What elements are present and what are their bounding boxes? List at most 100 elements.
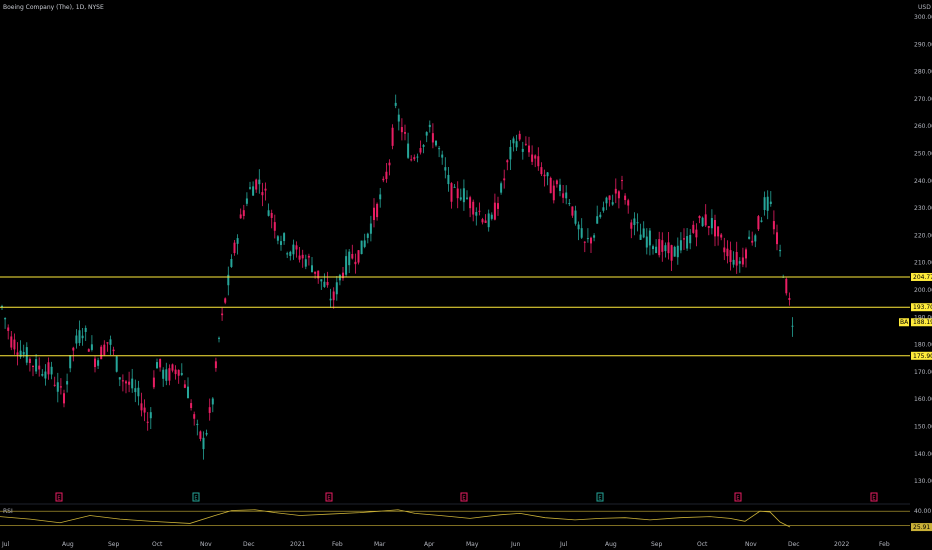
candle-body bbox=[748, 236, 751, 239]
candle-body bbox=[717, 226, 720, 237]
candle-body bbox=[7, 327, 10, 331]
candle-body bbox=[534, 155, 537, 159]
candle-body bbox=[320, 279, 323, 282]
candle-body bbox=[574, 210, 577, 224]
candle-body bbox=[785, 278, 788, 294]
candle-body bbox=[276, 236, 279, 241]
horizontal-levels[interactable]: 204.77 193.70 175.90 BA 188.19 bbox=[0, 272, 932, 360]
candle-body bbox=[252, 186, 255, 196]
candle-body bbox=[134, 388, 137, 393]
candle-body bbox=[4, 318, 7, 320]
candle-body bbox=[599, 214, 602, 218]
time-tick-label: Aug bbox=[605, 541, 617, 548]
time-tick-label: Nov bbox=[745, 541, 757, 548]
price-axis[interactable]: 300.00 290.00 280.00 270.00 260.00 250.00 240.… bbox=[914, 14, 932, 485]
candle-body bbox=[183, 384, 186, 388]
time-tick-label: Feb bbox=[332, 541, 343, 548]
candle-body bbox=[645, 236, 648, 248]
rsi-label: RSI bbox=[3, 508, 13, 515]
candle-body bbox=[292, 244, 295, 255]
candle-body bbox=[515, 141, 518, 148]
candle-body bbox=[394, 102, 397, 106]
candle-body bbox=[459, 197, 462, 200]
candle-body bbox=[503, 178, 506, 181]
candle-body bbox=[286, 253, 289, 255]
candle-body bbox=[698, 216, 701, 219]
candle-body bbox=[670, 245, 673, 261]
candle-body bbox=[639, 234, 642, 240]
earnings-marker-glyph: E bbox=[57, 496, 60, 502]
candle-body bbox=[289, 251, 292, 256]
candle-body bbox=[295, 245, 298, 250]
candle-body bbox=[255, 179, 258, 190]
candle-body bbox=[419, 148, 422, 153]
candle-body bbox=[769, 201, 772, 204]
last-price-tag bbox=[911, 318, 932, 327]
rsi-value-tag bbox=[911, 523, 932, 532]
earnings-marker[interactable] bbox=[55, 492, 63, 502]
candle-body bbox=[444, 167, 447, 171]
candle-body bbox=[500, 183, 503, 193]
price-tick-label: 220.00 bbox=[914, 232, 932, 239]
earnings-marker[interactable] bbox=[325, 492, 333, 502]
earnings-marker[interactable] bbox=[870, 492, 878, 502]
candle-body bbox=[267, 210, 270, 216]
candle-body bbox=[407, 143, 410, 158]
earnings-marker-glyph: E bbox=[598, 496, 601, 502]
earnings-marker[interactable] bbox=[734, 492, 742, 502]
candle-body bbox=[100, 346, 103, 360]
time-tick-label: Jul bbox=[1, 541, 10, 548]
candle-body bbox=[50, 366, 53, 375]
candle-body bbox=[326, 282, 329, 286]
candle-body bbox=[273, 222, 276, 231]
candle-body bbox=[162, 369, 165, 379]
candle-body bbox=[704, 214, 707, 226]
candle-body bbox=[497, 203, 499, 209]
candle-body bbox=[633, 218, 636, 226]
candle-body bbox=[25, 347, 28, 363]
candle-body bbox=[661, 240, 664, 252]
earnings-marker[interactable] bbox=[596, 492, 604, 502]
candle-body bbox=[363, 240, 366, 247]
time-tick-label: Feb bbox=[879, 541, 890, 548]
level-price-label: 193.70 bbox=[913, 304, 932, 311]
level-price-tag bbox=[911, 272, 932, 281]
earnings-marker[interactable] bbox=[192, 492, 200, 502]
price-tick-label: 140.00 bbox=[914, 451, 932, 458]
price-tick-label: 290.00 bbox=[914, 41, 932, 48]
candle-body bbox=[580, 228, 583, 238]
candle-body bbox=[695, 229, 698, 238]
currency-label: USD bbox=[918, 4, 931, 11]
candle-body bbox=[373, 207, 375, 221]
candle-body bbox=[422, 145, 425, 147]
candle-body bbox=[280, 241, 282, 245]
candle-body bbox=[10, 336, 13, 348]
candle-body bbox=[379, 194, 382, 200]
candle-body bbox=[435, 140, 437, 146]
price-tick-label: 270.00 bbox=[914, 96, 932, 103]
time-tick-label: Apr bbox=[424, 541, 435, 548]
candle-body bbox=[128, 381, 131, 385]
candle-body bbox=[596, 216, 599, 224]
candle-body bbox=[47, 362, 50, 375]
candle-body bbox=[546, 172, 549, 177]
candle-body bbox=[311, 265, 313, 272]
candle-body bbox=[627, 200, 630, 206]
candle-body bbox=[664, 245, 667, 252]
candle-body bbox=[332, 291, 335, 301]
earnings-marker[interactable] bbox=[460, 492, 468, 502]
candle-body bbox=[338, 274, 341, 281]
time-tick-label: May bbox=[466, 541, 479, 548]
candle-body bbox=[732, 259, 735, 265]
candle-body bbox=[342, 272, 344, 279]
time-axis[interactable]: Jul Aug Sep Oct Nov Dec 2021 Feb Mar Apr May Jun Jul… bbox=[1, 541, 890, 548]
candle-body bbox=[559, 184, 561, 191]
candle-body bbox=[729, 250, 732, 262]
candle-body bbox=[487, 213, 490, 228]
candle-body bbox=[683, 238, 685, 240]
candle-body bbox=[109, 339, 112, 345]
candle-body bbox=[586, 238, 589, 240]
candle-body bbox=[348, 251, 351, 266]
